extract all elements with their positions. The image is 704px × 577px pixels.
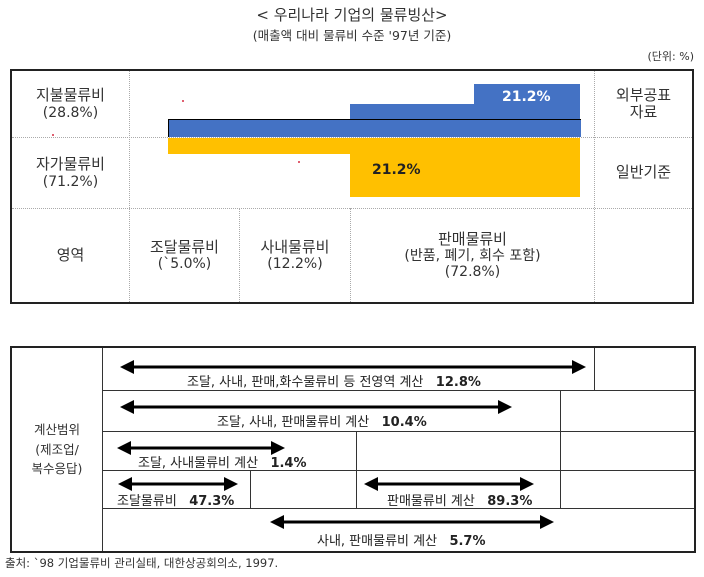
paid-logistics-pct: (28.8%) [42, 104, 99, 121]
own-bar-top [168, 138, 580, 154]
page-title: < 우리나라 기업의 물류빙산> [256, 6, 448, 24]
double-arrow-icon [120, 360, 586, 374]
grid-line [102, 508, 694, 509]
scope-label-line3: 복수응답) [31, 461, 83, 477]
unit-label: (단위: %) [647, 50, 694, 63]
scope-row-2-value: 10.4% [381, 415, 427, 430]
public-data-cell: 외부공표 자료 [595, 71, 692, 137]
scope-row-5: 판매물류비 계산 89.3% [387, 490, 532, 509]
scope-row-1-value: 12.8% [435, 375, 481, 390]
double-arrow-icon [270, 515, 554, 529]
calculation-scope-table: 계산범위 (제조업/ 복수응답) 조달, 사내, 판매,화수물류비 등 전영역 … [10, 346, 696, 553]
scope-row-4-value: 47.3% [189, 494, 235, 509]
grid-line [102, 470, 694, 471]
divider [350, 208, 351, 302]
grid-line [102, 348, 103, 551]
sales-pct: (72.8%) [444, 264, 501, 281]
row-label-paid: 지불물류비 (28.8%) [12, 71, 129, 137]
own-logistics-label: 자가물류비 [35, 155, 105, 174]
grid-line [560, 390, 561, 508]
scope-label-line1: 계산범위 [33, 422, 80, 438]
paid-value: 21.2% [502, 89, 551, 105]
area-label: 영역 [56, 245, 85, 264]
own-bar-bottom [350, 154, 580, 197]
divider [594, 71, 595, 302]
own-value: 21.2% [372, 162, 421, 178]
scope-row-2-text: 조달, 사내, 판매물류비 계산 [217, 415, 370, 430]
marker-dot [182, 100, 184, 102]
grid-line [102, 431, 694, 432]
scope-row-2: 조달, 사내, 판매물류비 계산 10.4% [217, 411, 427, 430]
scope-row-6-text: 사내, 판매물류비 계산 [317, 534, 438, 549]
row-label-area: 영역 [12, 209, 129, 302]
double-arrow-icon [120, 400, 512, 414]
grid-line [250, 470, 251, 508]
divider [239, 208, 240, 302]
scope-row-5-text: 판매물류비 계산 [387, 494, 475, 509]
scope-row-3-value: 1.4% [270, 456, 307, 471]
paid-bar-bottom [168, 119, 581, 137]
marker-dot [298, 161, 300, 163]
scope-row-4: 조달물류비 47.3% [117, 490, 234, 509]
procurement-label: 조달물류비 [149, 237, 219, 256]
scope-label-line2: (제조업/ [35, 441, 79, 457]
public-data-line1: 외부공표 [615, 85, 672, 104]
general-standard-label: 일반기준 [615, 163, 672, 182]
grid-line [356, 431, 357, 508]
divider [129, 71, 130, 302]
internal-cell: 사내물류비 (12.2%) [240, 209, 350, 302]
double-arrow-icon [364, 477, 534, 491]
scope-row-6: 사내, 판매물류비 계산 5.7% [317, 530, 486, 549]
paid-bar-top [474, 84, 580, 104]
scope-row-4-text: 조달물류비 [117, 494, 177, 509]
procurement-cell: 조달물류비 (`5.0%) [130, 209, 239, 302]
sales-cell: 판매물류비 (반품, 폐기, 회수 포함) (72.8%) [351, 209, 594, 302]
scope-row-1: 조달, 사내, 판매,화수물류비 등 전영역 계산 12.8% [187, 371, 481, 390]
paid-bar-mid [350, 104, 580, 119]
row-label-own: 자가물류비 (71.2%) [12, 138, 129, 208]
divider [12, 137, 692, 138]
double-arrow-icon [117, 441, 285, 455]
page-subtitle: (매출액 대비 물류비 수준 '97년 기준) [252, 28, 452, 43]
scope-label: 계산범위 (제조업/ 복수응답) [12, 348, 102, 551]
scope-row-6-value: 5.7% [449, 534, 486, 549]
sales-label: 판매물류비 [437, 229, 507, 248]
source-note: 출처: `98 기업물류비 관리실태, 대한상공회의소, 1997. [5, 556, 279, 570]
scope-row-3-text: 조달, 사내물류비 계산 [138, 456, 259, 471]
procurement-pct: (`5.0%) [157, 256, 212, 273]
sales-sub: (반품, 폐기, 회수 포함) [404, 248, 541, 265]
scope-row-3: 조달, 사내물류비 계산 1.4% [138, 452, 307, 471]
general-standard-cell: 일반기준 [595, 138, 692, 208]
double-arrow-icon [118, 477, 238, 491]
divider [12, 208, 692, 209]
grid-line [594, 348, 595, 390]
marker-dot [52, 134, 54, 136]
own-logistics-pct: (71.2%) [42, 173, 99, 190]
grid-line [102, 390, 694, 391]
scope-row-1-text: 조달, 사내, 판매,화수물류비 등 전영역 계산 [187, 375, 424, 390]
internal-pct: (12.2%) [267, 256, 323, 273]
scope-row-5-value: 89.3% [487, 494, 533, 509]
paid-logistics-label: 지불물류비 [35, 86, 105, 105]
logistics-iceberg-table: 지불물류비 (28.8%) 자가물류비 (71.2%) 영역 21.2% 21.… [10, 69, 694, 304]
public-data-line2: 자료 [629, 103, 658, 121]
internal-label: 사내물류비 [260, 237, 330, 256]
